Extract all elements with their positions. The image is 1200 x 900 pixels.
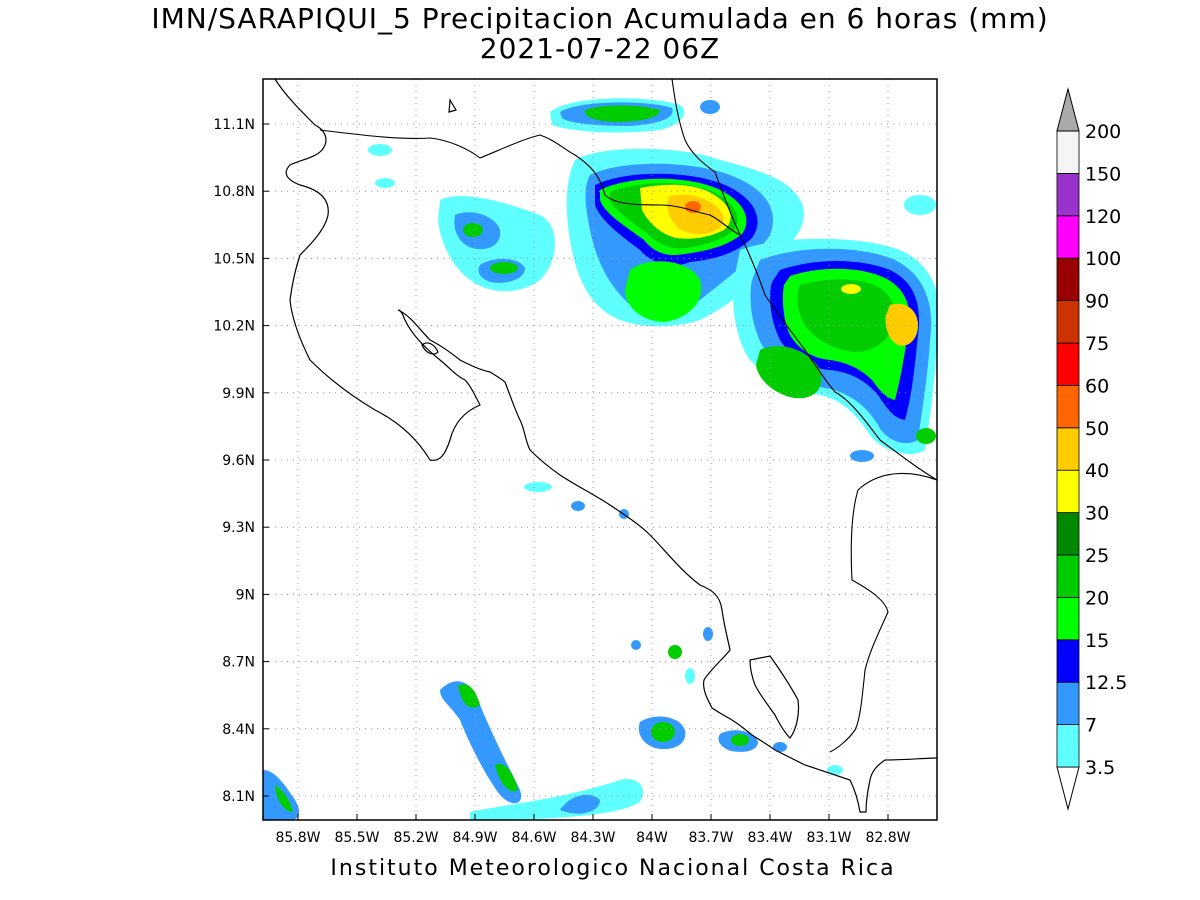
- colorbar-label: 25: [1085, 545, 1109, 567]
- lat-tick-label: 10.2N: [213, 319, 255, 335]
- colorbar-label: 120: [1085, 206, 1121, 228]
- lon-tick-label: 82.8W: [865, 830, 910, 846]
- precip-core: [841, 284, 861, 294]
- colorbar-label: 40: [1085, 460, 1109, 482]
- colorbar-label: 3.5: [1085, 757, 1115, 779]
- lon-tick-label: 85.8W: [275, 830, 320, 846]
- colorbar-swatch: [1056, 130, 1080, 174]
- precip-cell: [827, 765, 843, 775]
- colorbar-label: 30: [1085, 503, 1109, 525]
- precip-cell: [651, 722, 675, 742]
- colorbar-arrow-high: [1056, 87, 1080, 132]
- precip-cell: [375, 178, 395, 188]
- precip-cell: [904, 195, 936, 215]
- precip-band-40: [667, 194, 724, 234]
- colorbar-swatch: [1056, 639, 1080, 683]
- precip-cell: [524, 482, 552, 492]
- precipitation-field: [263, 98, 937, 820]
- precip-cell: [685, 668, 695, 684]
- precip-cell: [700, 100, 720, 114]
- colorbar-label: 200: [1085, 121, 1121, 143]
- lon-tick-label: 83.4W: [747, 830, 792, 846]
- lon-tick-label: 83.7W: [688, 830, 733, 846]
- lat-tick-label: 9N: [236, 587, 255, 603]
- precip-band-20: [458, 684, 480, 708]
- precip-cell: [368, 144, 392, 156]
- colorbar-label: 12.5: [1085, 672, 1127, 694]
- colorbar-label: 15: [1085, 630, 1109, 652]
- lat-tick-label: 8.4N: [222, 722, 255, 738]
- map-grid: [263, 79, 937, 820]
- colorbar-swatch: [1056, 172, 1080, 217]
- lon-tick-label: 83.1W: [806, 830, 851, 846]
- colorbar-label: 60: [1085, 375, 1109, 397]
- country-border: [319, 79, 937, 753]
- precip-band-25: [797, 279, 895, 352]
- map-frame: [262, 78, 938, 821]
- precip-band-light: [625, 261, 702, 322]
- lat-tick-label: 10.5N: [213, 251, 255, 267]
- precip-cell: [631, 640, 641, 650]
- latitude-labels: 11.1N 10.8N 10.5N 10.2N 9.9N 9.6N 9.3N 9N 8.7N 8.…: [213, 117, 269, 805]
- map-datetime: 2021-07-22 06Z: [479, 32, 721, 65]
- precip-cell: [731, 734, 749, 746]
- lat-tick-label: 8.7N: [222, 655, 255, 671]
- precip-cell: [668, 645, 682, 659]
- colorbar-swatch: [1056, 215, 1080, 259]
- lat-tick-label: 9.9N: [222, 386, 255, 402]
- lat-tick-label: 10.8N: [213, 184, 255, 200]
- colorbar-swatch: [1056, 512, 1080, 556]
- colorbar-swatch: [1056, 724, 1080, 768]
- colorbar-label: 50: [1085, 418, 1109, 440]
- lon-tick-label: 85.5W: [334, 830, 379, 846]
- colorbar-label: 90: [1085, 291, 1109, 313]
- lon-tick-label: 84.9W: [452, 830, 497, 846]
- colorbar-swatch: [1056, 681, 1080, 726]
- precip-cell: [571, 501, 585, 511]
- colorbar-swatch: [1056, 257, 1080, 302]
- precip-cell: [773, 742, 787, 752]
- colorbar-swatch: [1056, 469, 1080, 514]
- map-title: IMN/SARAPIQUI_5 Precipitacion Acumulada …: [151, 2, 1049, 35]
- lat-tick-label: 9.3N: [222, 520, 255, 536]
- precip-band-med: [560, 794, 600, 814]
- colorbar-label: 100: [1085, 248, 1121, 270]
- lat-tick-label: 11.1N: [213, 117, 255, 133]
- colorbar-label: 20: [1085, 587, 1109, 609]
- precip-band-20: [495, 764, 518, 792]
- precip-cell: [850, 450, 874, 462]
- longitude-labels: 85.8W 85.5W 85.2W 84.9W 84.6W 84.3W 84W 83.7W 83…: [275, 814, 911, 846]
- lat-tick-label: 8.1N: [222, 789, 255, 805]
- colorbar-arrow-low: [1056, 766, 1080, 811]
- colorbar-label: 75: [1085, 333, 1109, 355]
- precip-cell: [490, 262, 518, 274]
- precip-cell: [463, 223, 483, 237]
- lat-tick-label: 9.6N: [222, 453, 255, 469]
- colorbar-swatch: [1056, 554, 1080, 598]
- precip-band-30: [885, 303, 918, 346]
- colorbar-swatch: [1056, 384, 1080, 429]
- precip-band-light: [470, 779, 644, 820]
- footer-credit: Instituto Meteorologico Nacional Costa R…: [330, 856, 896, 881]
- colorbar-swatch: [1056, 342, 1080, 386]
- precip-band-light: [756, 346, 822, 399]
- colorbar-swatch: [1056, 427, 1080, 471]
- precip-cell: [916, 428, 936, 444]
- lon-tick-label: 85.2W: [393, 830, 438, 846]
- lon-tick-label: 84W: [636, 830, 668, 846]
- lon-tick-label: 84.6W: [511, 830, 556, 846]
- precip-band-20: [585, 105, 660, 122]
- coastline: [274, 79, 937, 813]
- colorbar-label: 150: [1085, 163, 1121, 185]
- colorbar-swatch: [1056, 300, 1080, 344]
- precip-band-20: [275, 785, 293, 812]
- colorbar-swatch: [1056, 597, 1080, 641]
- lon-tick-label: 84.3W: [570, 830, 615, 846]
- colorbar-label: 7: [1085, 715, 1097, 737]
